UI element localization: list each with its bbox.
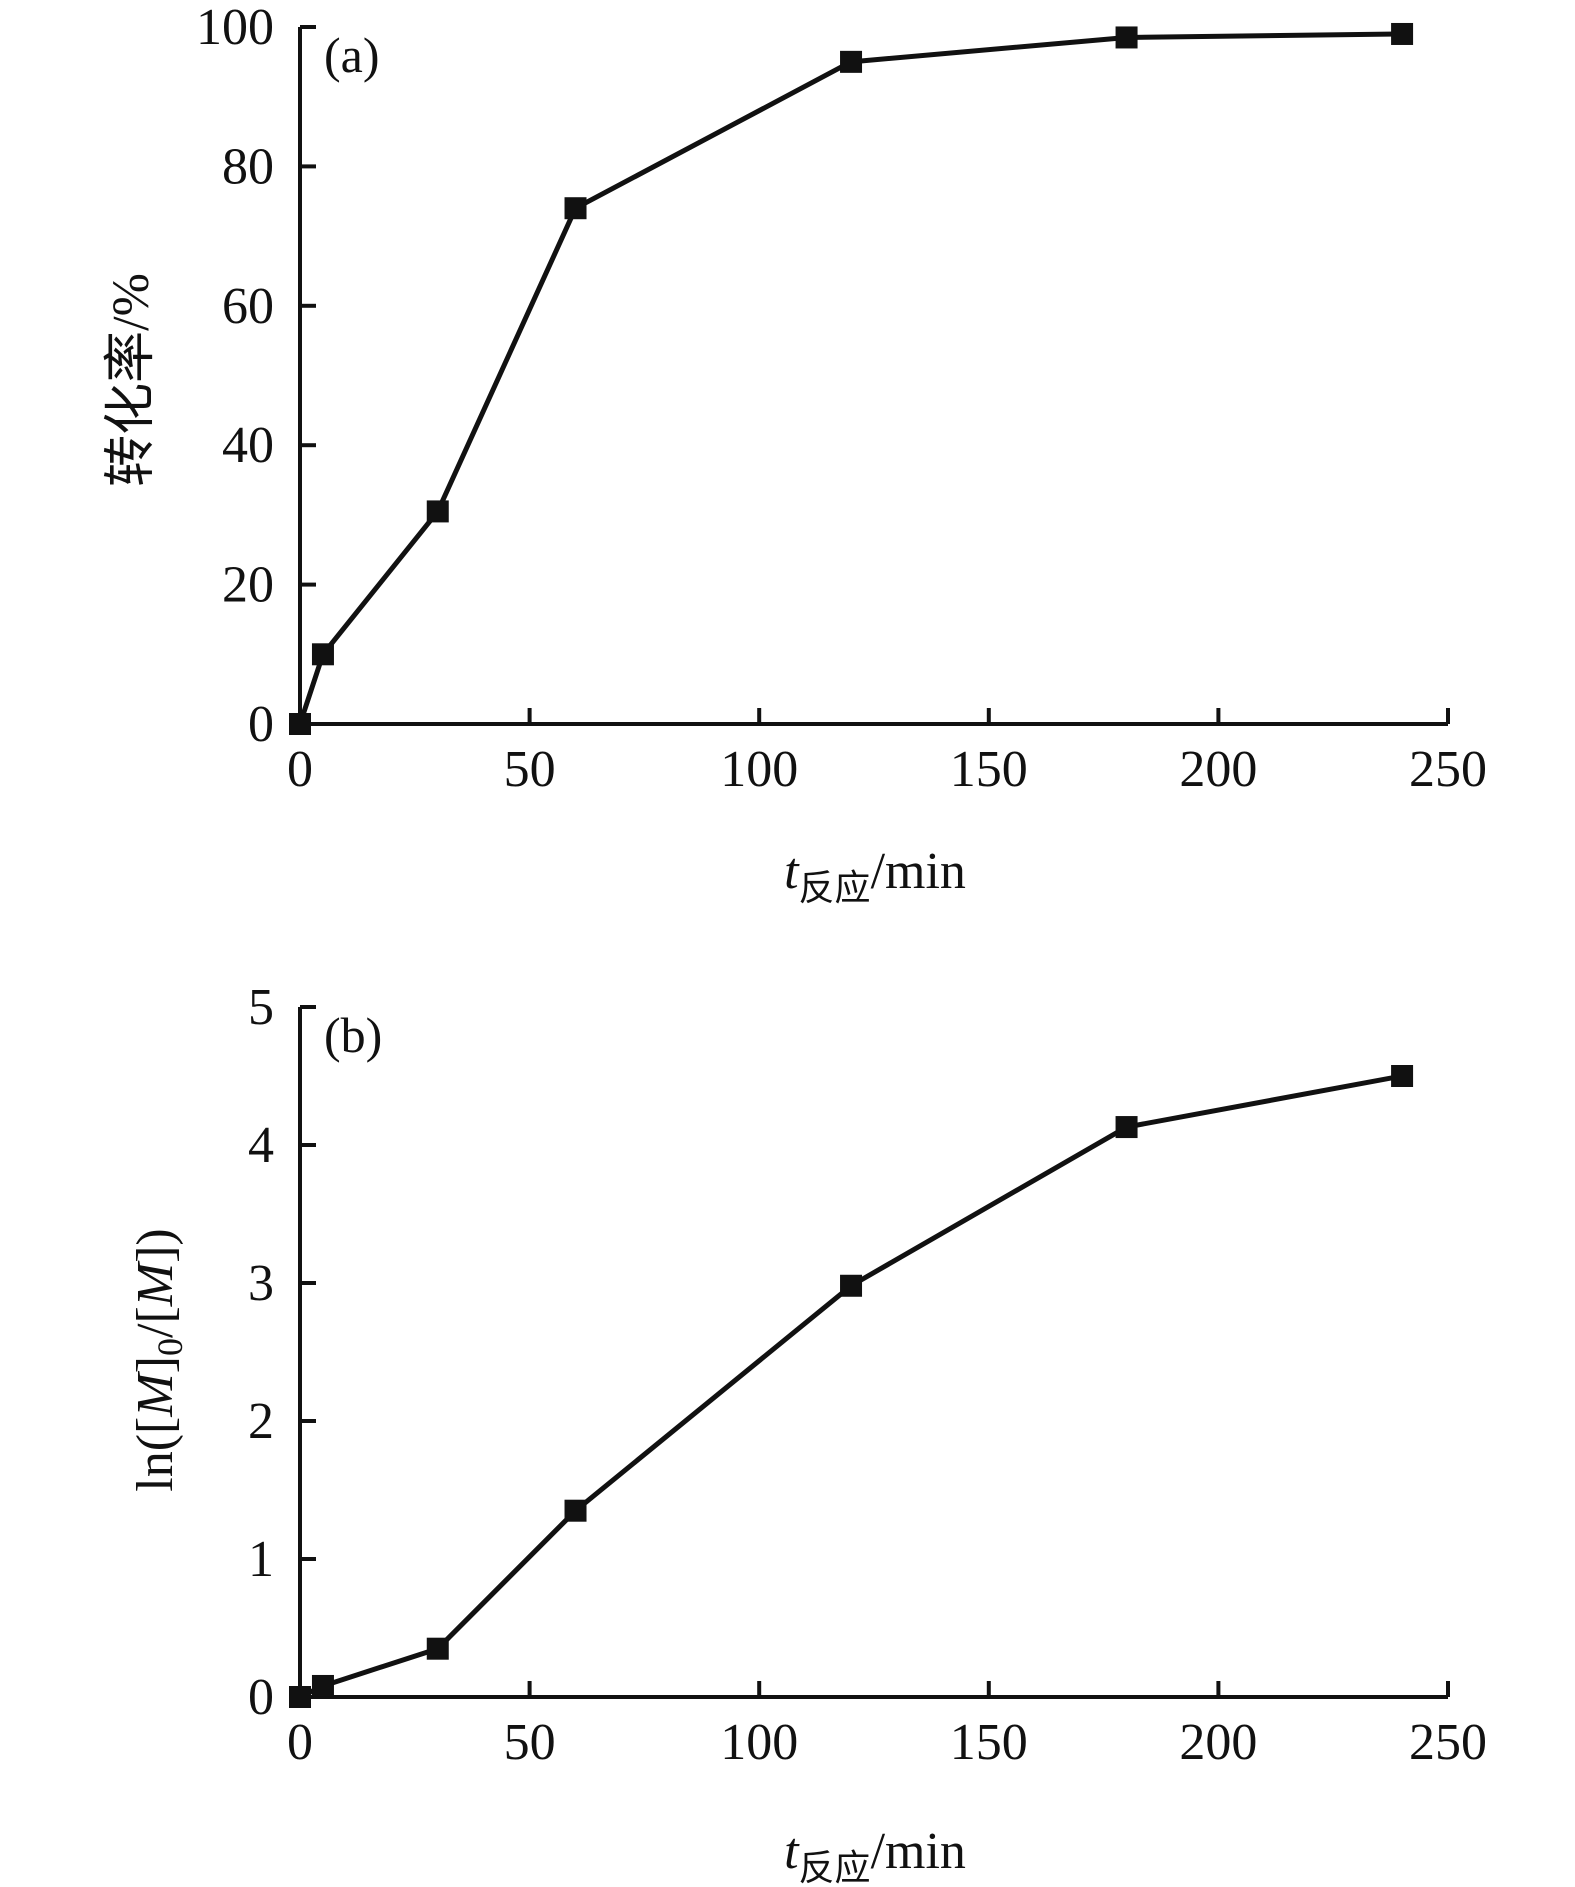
- panel-b-y-tick-label: 2: [248, 1393, 274, 1450]
- panel-a-data-point: [311, 643, 334, 666]
- panel-b-data-point: [289, 1686, 311, 1708]
- panel-a-x-tick-label: 100: [720, 741, 798, 798]
- panel-b-data-point: [311, 1674, 334, 1697]
- panel-a-x-tick-label: 50: [504, 741, 556, 798]
- panel-a-chart: 0 20 40 60 80 100 0 50 100 150 200 250 (a) 转化率/% t反…: [103, 0, 1487, 908]
- panel-a-x-tick-label: 150: [950, 741, 1028, 798]
- panel-b-x-tick-label: 100: [720, 1714, 798, 1771]
- panel-a-x-tick-label: 250: [1409, 741, 1487, 798]
- panel-a-data-point: [840, 50, 863, 73]
- panel-b-x-tick-label: 150: [950, 1714, 1028, 1771]
- panel-b-axes: [298, 1005, 1450, 1699]
- panel-a-series: [289, 22, 1414, 735]
- panel-b-y-axis-title: ln([M]0/[M]): [127, 1228, 190, 1491]
- panel-a-data-point: [1115, 26, 1138, 49]
- panel-a-data-point: [289, 713, 311, 735]
- panel-a-y-tick-label: 100: [196, 0, 274, 56]
- panel-b-series-line: [298, 1073, 1403, 1700]
- panel-a-label: (a): [324, 27, 380, 83]
- panel-a-axes: [298, 25, 1450, 726]
- panel-a-tick-labels: 0 20 40 60 80 100 0 50 100 150 200 250: [196, 0, 1487, 798]
- panel-b-x-tick-label: 250: [1409, 1714, 1487, 1771]
- panel-b-x-axis-title: t反应/min: [784, 1823, 966, 1887]
- panel-a-x-tick-label: 0: [287, 741, 313, 798]
- panel-b-data-point: [840, 1274, 863, 1297]
- panel-a-series-line: [297, 31, 1403, 725]
- panel-a-data-point: [1391, 22, 1414, 45]
- panel-a-x-tick-label: 200: [1179, 741, 1257, 798]
- panel-a-y-tick-label: 60: [222, 278, 274, 335]
- panel-b-x-tick-label: 200: [1179, 1714, 1257, 1771]
- panel-b-data-point: [564, 1499, 587, 1522]
- panel-a-y-axis-title: 转化率/%: [103, 273, 160, 487]
- panel-b-x-tick-label: 0: [287, 1714, 313, 1771]
- panel-a-y-tick-label: 0: [248, 696, 274, 753]
- panel-a-y-tick-label: 80: [222, 138, 274, 195]
- panel-b-label: (b): [324, 1007, 382, 1063]
- panel-b-data-point: [426, 1637, 449, 1660]
- panel-b-y-tick-label: 5: [248, 979, 274, 1036]
- panel-b-x-tick-label: 50: [504, 1714, 556, 1771]
- panel-b-data-point: [1115, 1116, 1138, 1139]
- panel-b-y-tick-label: 1: [248, 1531, 274, 1588]
- panel-b-data-point: [1391, 1065, 1414, 1087]
- panel-a-x-axis-title: t反应/min: [784, 843, 966, 908]
- panel-a-y-tick-label: 40: [222, 417, 274, 474]
- panel-b-y-tick-label: 4: [248, 1117, 274, 1174]
- panel-a-data-point: [564, 197, 587, 220]
- panel-b-y-tick-label: 0: [248, 1669, 274, 1726]
- panel-b-y-tick-label: 3: [248, 1255, 274, 1312]
- panel-a-y-tick-label: 20: [222, 557, 274, 614]
- panel-b-series: [289, 1065, 1414, 1708]
- panel-a-data-point: [426, 500, 449, 523]
